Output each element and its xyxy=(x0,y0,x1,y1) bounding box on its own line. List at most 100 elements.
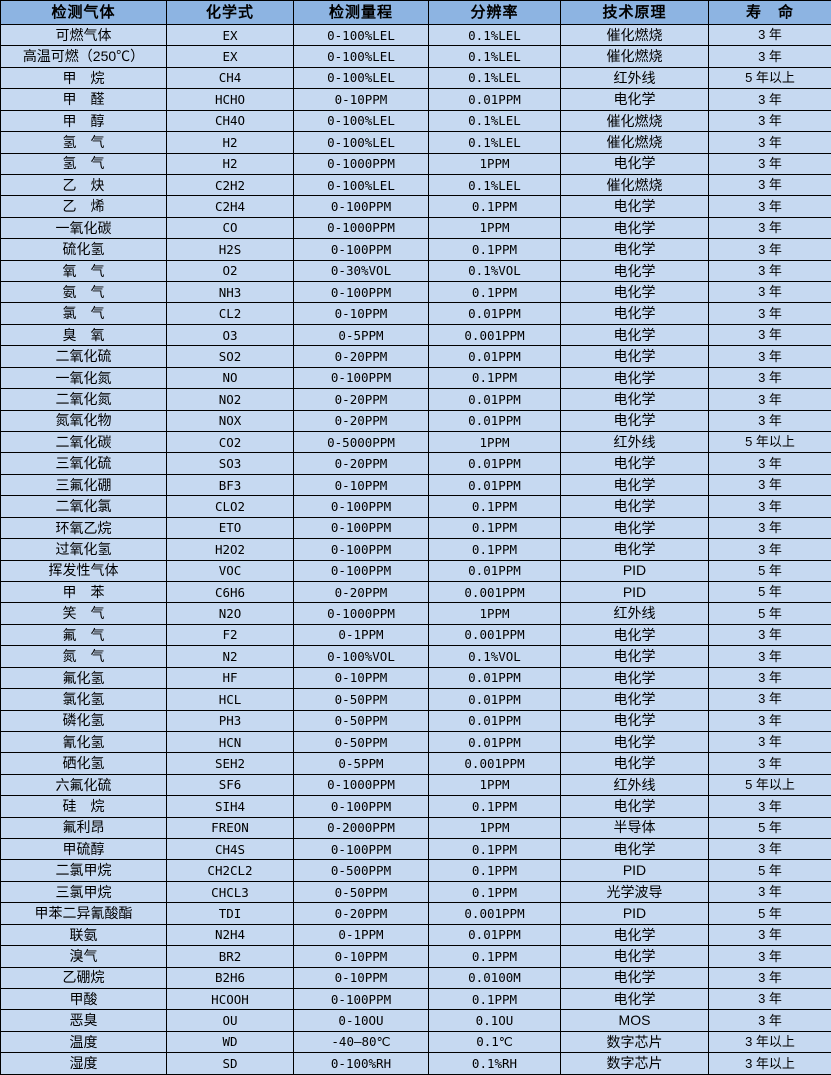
cell-resolution: 0.001PPM xyxy=(428,752,561,775)
cell-resolution: 0.1OU xyxy=(428,1009,561,1032)
column-header-resolution: 分辨率 xyxy=(428,0,561,25)
table-row: 甲 醇 CH4O 0-100%LEL 0.1%LEL 催化燃烧 3 年 xyxy=(0,109,831,133)
cell-principle: 电化学 xyxy=(560,945,709,968)
cell-gas-name: 氯化氢 xyxy=(0,688,167,711)
cell-resolution: 0.001PPM xyxy=(428,902,561,925)
cell-principle: 电化学 xyxy=(560,495,709,518)
cell-gas-name: 氟化氢 xyxy=(0,666,167,690)
cell-principle: 电化学 xyxy=(560,216,709,240)
cell-principle: 催化燃烧 xyxy=(560,23,709,47)
cell-lifespan: 3 年 xyxy=(708,195,831,218)
cell-formula: F2 xyxy=(166,623,294,647)
table-row: 环氧乙烷 ETO 0-100PPM 0.1PPM 电化学 3 年 xyxy=(0,516,831,540)
cell-gas-name: 甲 醇 xyxy=(0,109,167,133)
cell-resolution: 0.1%LEL xyxy=(428,45,561,68)
cell-resolution: 0.01PPM xyxy=(428,452,561,475)
cell-lifespan: 5 年以上 xyxy=(708,66,831,90)
cell-resolution: 0.01PPM xyxy=(428,302,561,325)
cell-formula: HCN xyxy=(166,730,294,754)
table-row: 磷化氢 PH3 0-50PPM 0.01PPM 电化学 3 年 xyxy=(0,709,831,732)
cell-principle: 电化学 xyxy=(560,409,709,433)
cell-gas-name: 三氧化硫 xyxy=(0,452,167,475)
cell-lifespan: 5 年 xyxy=(708,902,831,925)
cell-range: 0-10PPM xyxy=(293,473,429,497)
header-row: 检测气体 化学式 检测量程 分辨率 技术原理 寿 命 xyxy=(0,0,831,25)
cell-lifespan: 3 年 xyxy=(708,173,831,197)
cell-resolution: 0.1%VOL xyxy=(428,645,561,668)
table-row: 乙硼烷 B2H6 0-10PPM 0.0100M 电化学 3 年 xyxy=(0,966,831,989)
cell-principle: 电化学 xyxy=(560,259,709,283)
cell-formula: NH3 xyxy=(166,281,294,304)
cell-lifespan: 3 年 xyxy=(708,452,831,475)
cell-formula: FREON xyxy=(166,816,294,840)
cell-gas-name: 硫化氢 xyxy=(0,238,167,261)
cell-resolution: 0.01PPM xyxy=(428,730,561,754)
cell-resolution: 0.01PPM xyxy=(428,409,561,433)
table-row: 可燃气体 EX 0-100%LEL 0.1%LEL 催化燃烧 3 年 xyxy=(0,23,831,47)
cell-range: -40—80℃ xyxy=(293,1030,429,1054)
cell-lifespan: 5 年 xyxy=(708,859,831,882)
cell-lifespan: 3 年 xyxy=(708,88,831,111)
cell-resolution: 0.001PPM xyxy=(428,580,561,604)
table-row: 甲苯二异氰酸酯 TDI 0-20PPM 0.001PPM PID 5 年 xyxy=(0,902,831,925)
cell-principle: 光学波导 xyxy=(560,880,709,904)
cell-gas-name: 二氧化碳 xyxy=(0,431,167,454)
cell-formula: HF xyxy=(166,666,294,690)
cell-principle: 催化燃烧 xyxy=(560,173,709,197)
cell-lifespan: 3 年 xyxy=(708,987,831,1011)
table-row: 联氨 N2H4 0-1PPM 0.01PPM 电化学 3 年 xyxy=(0,923,831,947)
cell-principle: 电化学 xyxy=(560,966,709,989)
cell-range: 0-10PPM xyxy=(293,945,429,968)
cell-range: 0-100PPM xyxy=(293,838,429,861)
cell-gas-name: 乙 烯 xyxy=(0,195,167,218)
cell-principle: 电化学 xyxy=(560,238,709,261)
cell-principle: 电化学 xyxy=(560,752,709,775)
table-row: 笑 气 N2O 0-1000PPM 1PPM 红外线 5 年 xyxy=(0,602,831,625)
cell-formula: EX xyxy=(166,45,294,68)
cell-formula: CH2CL2 xyxy=(166,859,294,882)
cell-principle: 电化学 xyxy=(560,152,709,175)
cell-range: 0-50PPM xyxy=(293,880,429,904)
column-header-gas: 检测气体 xyxy=(0,0,167,25)
cell-range: 0-10PPM xyxy=(293,302,429,325)
cell-lifespan: 3 年 xyxy=(708,409,831,433)
cell-gas-name: 磷化氢 xyxy=(0,709,167,732)
cell-formula: CO xyxy=(166,216,294,240)
cell-formula: O3 xyxy=(166,323,294,347)
cell-gas-name: 二氧化氮 xyxy=(0,388,167,411)
cell-gas-name: 过氧化氢 xyxy=(0,538,167,561)
cell-lifespan: 3 年 xyxy=(708,880,831,904)
cell-lifespan: 3 年 xyxy=(708,152,831,175)
table-row: 三氧化硫 SO3 0-20PPM 0.01PPM 电化学 3 年 xyxy=(0,452,831,475)
cell-formula: CH4 xyxy=(166,66,294,90)
cell-range: 0-100PPM xyxy=(293,516,429,540)
cell-gas-name: 笑 气 xyxy=(0,602,167,625)
cell-range: 0-100PPM xyxy=(293,538,429,561)
cell-formula: N2O xyxy=(166,602,294,625)
cell-range: 0-10PPM xyxy=(293,666,429,690)
cell-lifespan: 3 年 xyxy=(708,281,831,304)
cell-gas-name: 氰化氢 xyxy=(0,730,167,754)
cell-principle: 催化燃烧 xyxy=(560,45,709,68)
cell-principle: 数字芯片 xyxy=(560,1030,709,1054)
cell-principle: 数字芯片 xyxy=(560,1052,709,1075)
cell-principle: 电化学 xyxy=(560,302,709,325)
cell-formula: H2S xyxy=(166,238,294,261)
cell-principle: 电化学 xyxy=(560,281,709,304)
cell-formula: SEH2 xyxy=(166,752,294,775)
table-row: 甲硫醇 CH4S 0-100PPM 0.1PPM 电化学 3 年 xyxy=(0,838,831,861)
cell-lifespan: 3 年 xyxy=(708,516,831,540)
cell-lifespan: 3 年 xyxy=(708,688,831,711)
cell-formula: NOX xyxy=(166,409,294,433)
table-row: 甲 醛 HCHO 0-10PPM 0.01PPM 电化学 3 年 xyxy=(0,88,831,111)
cell-resolution: 1PPM xyxy=(428,773,561,797)
cell-range: 0-100PPM xyxy=(293,559,429,582)
cell-range: 0-5PPM xyxy=(293,323,429,347)
table-row: 甲 苯 C6H6 0-20PPM 0.001PPM PID 5 年 xyxy=(0,580,831,604)
cell-gas-name: 臭 氧 xyxy=(0,323,167,347)
table-row: 挥发性气体 VOC 0-100PPM 0.01PPM PID 5 年 xyxy=(0,559,831,582)
cell-principle: 红外线 xyxy=(560,773,709,797)
cell-principle: PID xyxy=(560,559,709,582)
cell-range: 0-100PPM xyxy=(293,195,429,218)
